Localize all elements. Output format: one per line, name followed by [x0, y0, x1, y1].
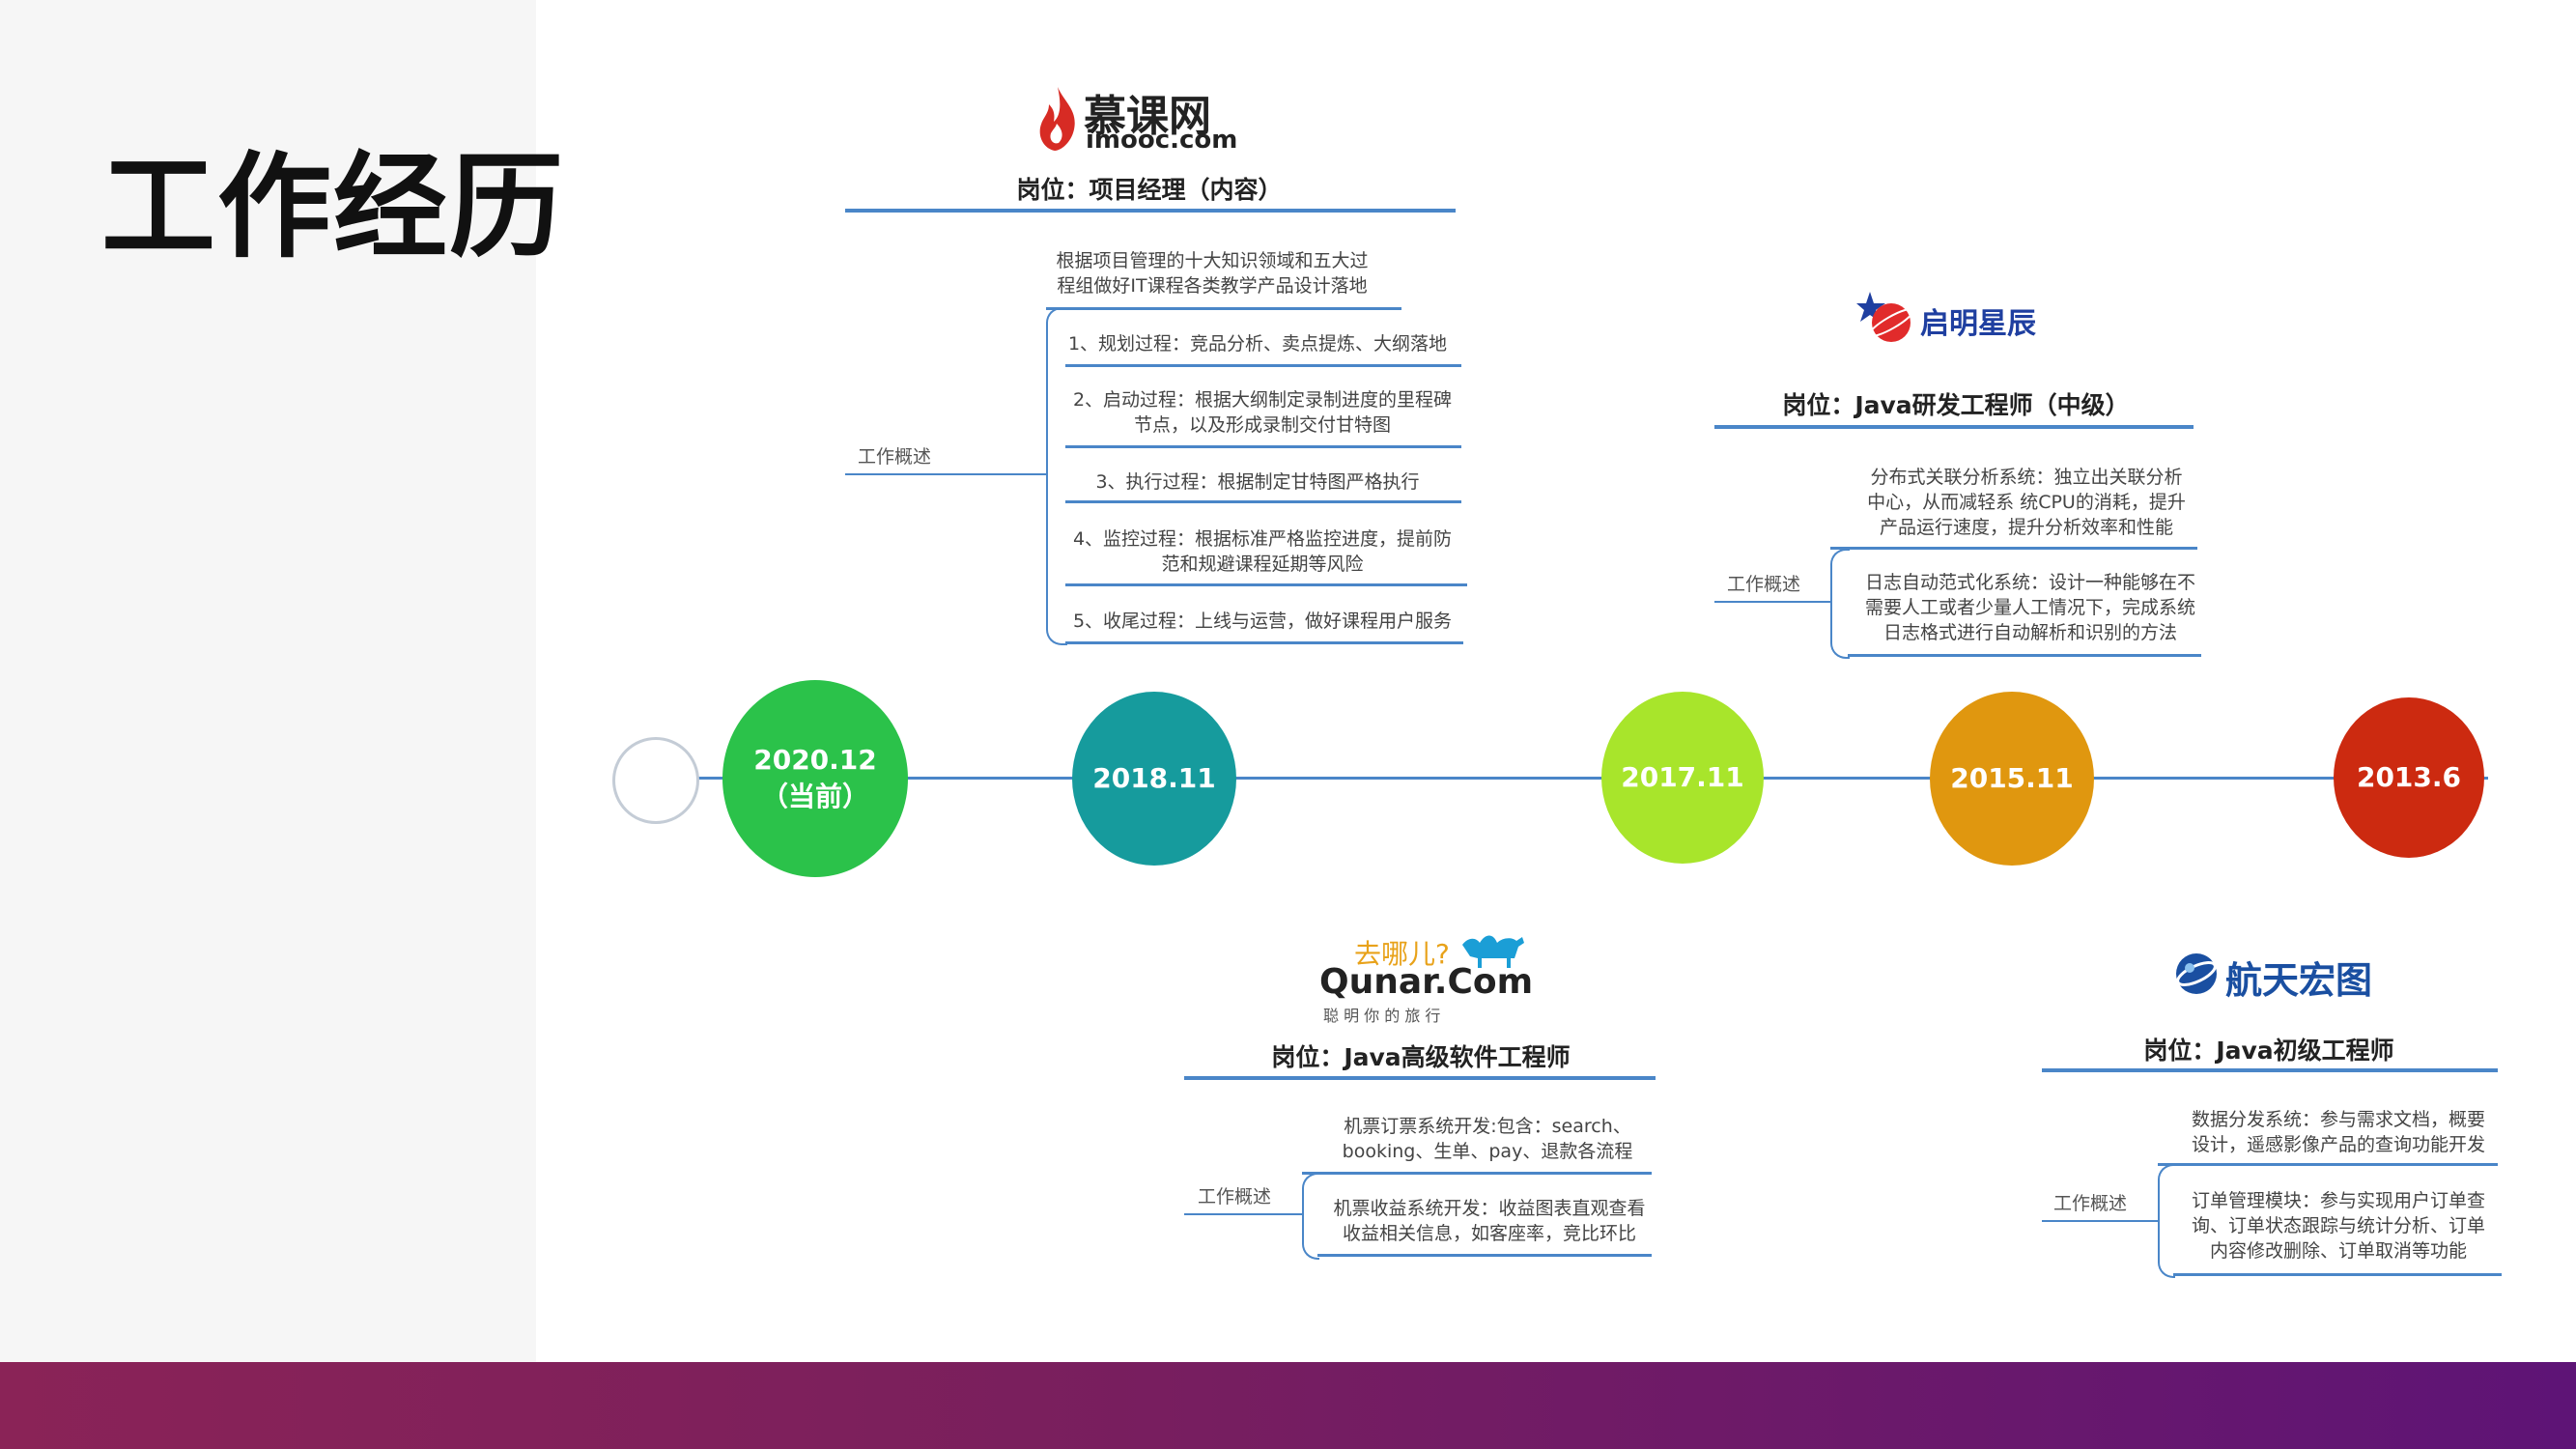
imooc-item-5-underline — [1065, 641, 1463, 644]
qunar-logo-sub: 聪 明 你 的 旅 行 — [1323, 1007, 1441, 1025]
page-title: 工作经历 — [101, 140, 566, 273]
imooc-logo-en: imooc.com — [1086, 126, 1238, 155]
item-line: 1、规划过程：竞品分析、卖点提炼、大纲落地 — [1067, 333, 1448, 355]
imooc-item-2-underline — [1065, 445, 1461, 448]
hangtian-item-0-underline — [2158, 1163, 2498, 1166]
timeline-date: 2017.11 — [1621, 761, 1744, 793]
timeline-start-circle — [612, 737, 699, 824]
qiming-summary-underline — [1714, 601, 1830, 603]
qunar-summary-label: 工作概述 — [1198, 1186, 1272, 1208]
item-line: 2、启动过程：根据大纲制定录制进度的里程碑 — [1072, 389, 1453, 411]
timeline-date: 2015.11 — [1950, 762, 2074, 794]
qiming-item-0: 分布式关联分析系统：独立出关联分析 中心，从而减轻系 统CPU的消耗，提升 产品… — [1843, 465, 2210, 540]
imooc-position-underline — [845, 209, 1456, 213]
star-planet-icon — [1856, 292, 1914, 342]
item-line: 分布式关联分析系统：独立出关联分析 — [1870, 467, 2183, 488]
camel-icon — [1462, 935, 1524, 968]
qunar-position: 岗位：Java高级软件工程师 — [1271, 1043, 1571, 1071]
item-line: 询、订单状态跟踪与统计分析、订单 — [2191, 1215, 2485, 1236]
hangtian-logo: 航天宏图 — [2173, 945, 2376, 1003]
item-line: 3、执行过程：根据制定甘特图严格执行 — [1095, 471, 1420, 493]
timeline-node-2017: 2017.11 — [1601, 692, 1764, 864]
qunar-item-0: 机票订票系统开发:包含：search、 booking、生单、pay、退款各流程 — [1314, 1114, 1661, 1164]
imooc-item-4-underline — [1065, 583, 1467, 586]
qunar-item-1: 机票收益系统开发：收益图表直观查看 收益相关信息，如客座率，竞比环比 — [1316, 1196, 1663, 1246]
qiming-position-underline — [1714, 425, 2194, 429]
imooc-item-0: 根据项目管理的十大知识领域和五大过 程组做好IT课程各类教学产品设计落地 — [1024, 248, 1401, 298]
imooc-item-3: 3、执行过程：根据制定甘特图严格执行 — [1064, 469, 1451, 495]
qiming-item-0-underline — [1830, 547, 2197, 550]
imooc-item-1: 1、规划过程：竞品分析、卖点提炼、大纲落地 — [1064, 331, 1451, 356]
imooc-item-3-underline — [1065, 500, 1461, 503]
item-line: 机票订票系统开发:包含：search、 — [1344, 1116, 1631, 1137]
flame-icon — [1039, 87, 1075, 151]
item-line: booking、生单、pay、退款各流程 — [1342, 1141, 1633, 1162]
qunar-summary-underline — [1184, 1213, 1302, 1215]
qunar-logo-top: 去哪儿? — [1354, 938, 1450, 970]
imooc-item-1-underline — [1065, 364, 1461, 367]
timeline-date: 2020.12 — [753, 744, 877, 776]
hangtian-item-0: 数据分发系统：参与需求文档，概要 设计，遥感影像产品的查询功能开发 — [2169, 1107, 2507, 1157]
imooc-summary-label: 工作概述 — [858, 446, 932, 468]
timeline-date: 2013.6 — [2356, 761, 2462, 793]
hangtian-position-underline — [2042, 1068, 2498, 1072]
item-line: 范和规避课程延期等风险 — [1161, 554, 1364, 575]
item-line: 程组做好IT课程各类教学产品设计落地 — [1057, 275, 1368, 297]
imooc-logo-cn: 慕课网 — [1084, 92, 1211, 141]
imooc-item-2: 2、启动过程：根据大纲制定录制进度的里程碑 节点，以及形成录制交付甘特图 — [1064, 387, 1460, 438]
imooc-item-4: 4、监控过程：根据标准严格监控进度，提前防 范和规避课程延期等风险 — [1064, 526, 1460, 577]
item-line: 中心，从而减轻系 统CPU的消耗，提升 — [1867, 492, 2186, 513]
item-line: 收益相关信息，如客座率，竞比环比 — [1342, 1223, 1636, 1244]
timeline-date: 2018.11 — [1092, 762, 1216, 794]
timeline-axis — [653, 777, 2488, 780]
item-line: 日志格式进行自动解析和识别的方法 — [1882, 622, 2177, 643]
item-line: 节点，以及形成录制交付甘特图 — [1133, 414, 1391, 436]
hangtian-item-1-underline — [2173, 1273, 2502, 1276]
timeline-node-2015: 2015.11 — [1930, 692, 2094, 866]
timeline-sub: （当前） — [760, 781, 869, 812]
imooc-position: 岗位：项目经理（内容） — [1016, 176, 1283, 204]
bottom-gradient-bar — [0, 1362, 2576, 1449]
item-line: 根据项目管理的十大知识领域和五大过 — [1056, 250, 1369, 271]
item-line: 内容修改删除、订单取消等功能 — [2209, 1240, 2467, 1262]
qiming-summary-label: 工作概述 — [1727, 574, 1801, 595]
hangtian-logo-cn: 航天宏图 — [2225, 959, 2373, 1002]
hangtian-summary-underline — [2042, 1220, 2158, 1222]
qiming-bracket — [1830, 549, 1850, 659]
left-panel — [0, 0, 536, 1362]
qunar-logo-main: Qunar.Com — [1319, 962, 1534, 1002]
qunar-logo: 去哪儿? Qunar.Com 聪 明 你 的 旅 行 — [1316, 929, 1533, 1025]
item-line: 机票收益系统开发：收益图表直观查看 — [1333, 1198, 1646, 1219]
imooc-summary-underline — [845, 473, 1046, 475]
item-line: 5、收尾过程：上线与运营，做好课程用户服务 — [1072, 611, 1453, 632]
qiming-item-1: 日志自动范式化系统：设计一种能够在不 需要人工或者少量人工情况下，完成系统 日志… — [1847, 570, 2214, 645]
timeline-node-2020: 2020.12 （当前） — [722, 680, 908, 877]
item-line: 订单管理模块：参与实现用户订单查 — [2191, 1190, 2485, 1211]
imooc-logo: 慕课网 imooc.com — [1035, 81, 1267, 158]
qiming-item-1-underline — [1848, 654, 2201, 657]
item-line: 日志自动范式化系统：设计一种能够在不 — [1864, 572, 2195, 593]
globe-icon — [2176, 953, 2217, 994]
timeline-node-2018: 2018.11 — [1072, 692, 1236, 866]
qiming-position: 岗位：Java研发工程师（中级） — [1782, 391, 2130, 419]
imooc-item-5: 5、收尾过程：上线与运营，做好课程用户服务 — [1064, 609, 1460, 634]
qiming-logo: 启明星辰 — [1856, 290, 2059, 352]
qunar-item-0-underline — [1302, 1172, 1652, 1175]
item-line: 4、监控过程：根据标准严格监控进度，提前防 — [1072, 528, 1453, 550]
item-line: 数据分发系统：参与需求文档，概要 — [2191, 1109, 2485, 1130]
hangtian-summary-label: 工作概述 — [2053, 1193, 2128, 1214]
hangtian-item-1: 订单管理模块：参与实现用户订单查 询、订单状态跟踪与统计分析、订单 内容修改删除… — [2169, 1188, 2507, 1264]
imooc-item-0-underline — [1046, 307, 1401, 310]
item-line: 产品运行速度，提升分析效率和性能 — [1879, 517, 2173, 538]
hangtian-position: 岗位：Java初级工程师 — [2143, 1037, 2394, 1065]
qunar-position-underline — [1184, 1076, 1656, 1080]
item-line: 需要人工或者少量人工情况下，完成系统 — [1864, 597, 2195, 618]
item-line: 设计，遥感影像产品的查询功能开发 — [2191, 1134, 2485, 1155]
qiming-logo-cn: 启明星辰 — [1920, 307, 2036, 341]
timeline-node-2013: 2013.6 — [2334, 697, 2484, 858]
qunar-item-1-underline — [1317, 1254, 1652, 1257]
